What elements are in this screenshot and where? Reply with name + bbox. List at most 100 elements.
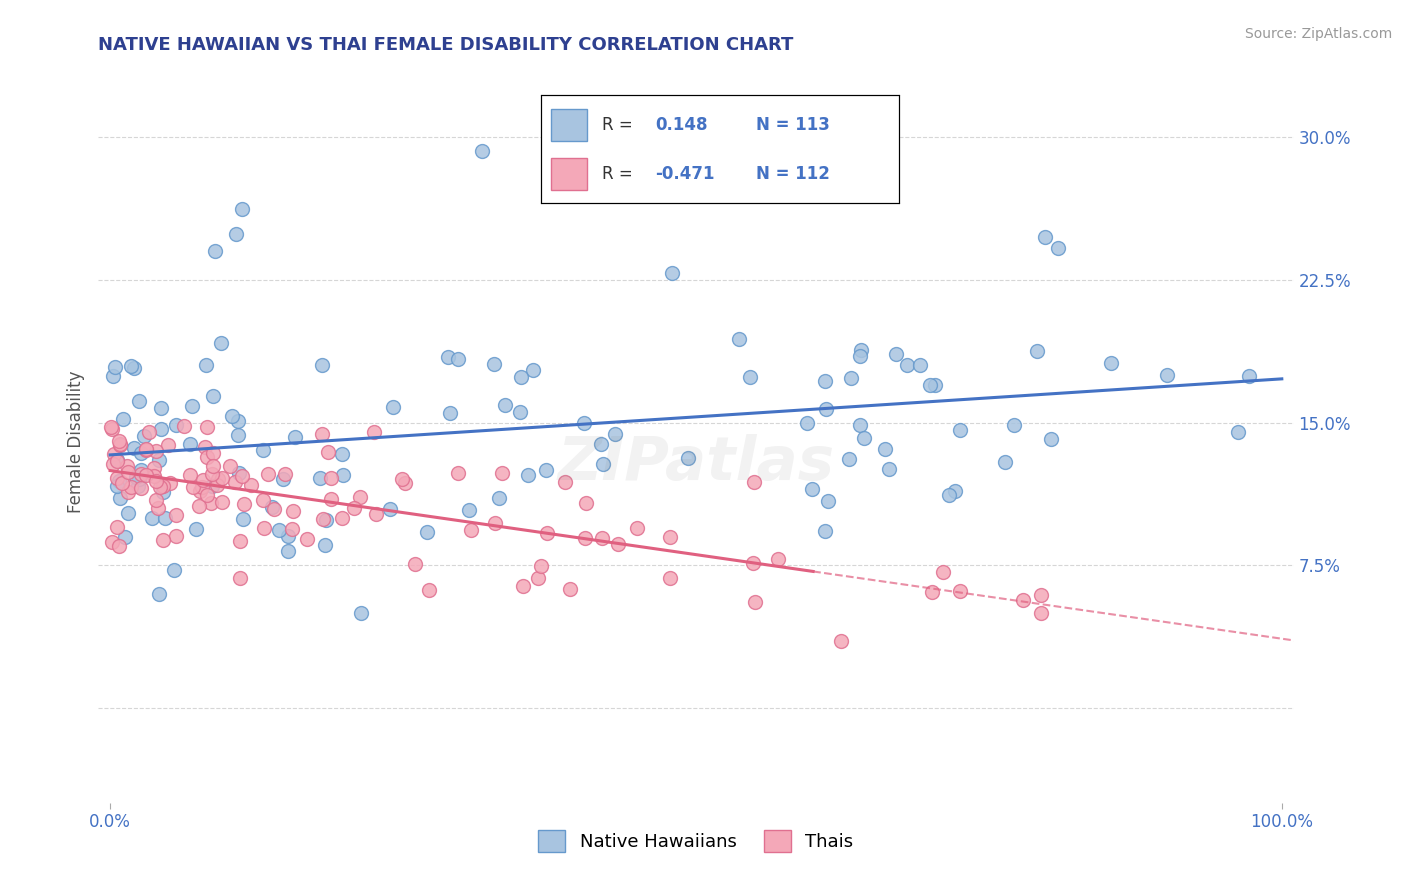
Point — [105, 519, 128, 533]
Point — [108, 491, 131, 506]
Point — [875, 442, 897, 456]
Point — [110, 437, 132, 451]
Point — [271, 472, 294, 486]
Point — [509, 405, 531, 419]
Point — [534, 463, 557, 477]
Point — [257, 467, 280, 481]
Point — [150, 422, 173, 436]
Point — [592, 457, 614, 471]
Point — [838, 452, 860, 467]
Point — [321, 491, 343, 506]
Point — [188, 484, 211, 499]
Point — [332, 446, 354, 460]
Point — [202, 389, 225, 403]
Point — [349, 491, 371, 505]
Point — [484, 516, 506, 531]
Point — [202, 446, 225, 460]
Point — [295, 533, 318, 547]
Point — [165, 418, 187, 433]
Point — [179, 436, 201, 450]
Point — [207, 472, 229, 486]
Point — [1099, 356, 1122, 370]
Point — [179, 467, 201, 482]
Point — [603, 427, 626, 442]
Point — [607, 537, 630, 551]
Point — [1227, 425, 1250, 440]
Point — [1031, 588, 1053, 602]
Point — [839, 371, 862, 385]
Point — [1237, 369, 1260, 384]
Point — [108, 434, 131, 449]
Point — [252, 492, 274, 507]
Point — [510, 370, 533, 384]
Point — [262, 500, 284, 514]
Point — [209, 336, 232, 351]
Point — [145, 492, 167, 507]
Point — [135, 468, 157, 483]
Point — [381, 400, 404, 414]
Point — [105, 453, 128, 467]
Point — [921, 585, 943, 599]
Point — [145, 474, 167, 488]
Point — [105, 454, 128, 468]
Point — [232, 512, 254, 526]
Point — [363, 425, 385, 439]
Point — [814, 374, 837, 388]
Point — [173, 418, 195, 433]
Point — [447, 351, 470, 366]
Point — [924, 377, 946, 392]
Point — [129, 481, 152, 495]
Point — [796, 416, 818, 430]
Point — [233, 497, 256, 511]
Point — [239, 478, 262, 492]
Point — [949, 423, 972, 437]
Point — [312, 511, 335, 525]
Point — [253, 521, 276, 535]
Point — [447, 467, 470, 481]
Point — [884, 347, 907, 361]
Point — [311, 359, 333, 373]
Point — [591, 531, 613, 545]
Point — [849, 417, 872, 432]
Point — [277, 529, 299, 543]
Point — [101, 534, 124, 549]
Point — [309, 471, 332, 485]
Point — [1025, 344, 1047, 359]
Point — [105, 471, 128, 485]
Point — [104, 359, 127, 374]
Point — [228, 467, 250, 481]
Point — [103, 447, 125, 461]
Point — [814, 524, 837, 538]
Point — [127, 479, 149, 493]
Point — [817, 494, 839, 508]
Point — [111, 476, 134, 491]
Point — [852, 431, 875, 445]
Point — [129, 463, 152, 477]
Point — [165, 508, 187, 523]
Point — [676, 450, 699, 465]
Point — [591, 437, 613, 451]
Point — [1002, 417, 1025, 432]
Point — [152, 533, 174, 548]
Point — [554, 475, 576, 489]
Point — [165, 529, 187, 543]
Point — [530, 559, 553, 574]
Point — [1033, 230, 1056, 244]
Y-axis label: Female Disability: Female Disability — [66, 370, 84, 513]
Point — [494, 398, 516, 412]
Point — [226, 414, 249, 428]
Point — [283, 504, 305, 518]
Point — [380, 502, 402, 516]
Point — [200, 496, 222, 510]
Point — [150, 401, 173, 415]
Point — [129, 467, 152, 481]
Point — [332, 467, 354, 482]
Point — [105, 479, 128, 493]
Point — [128, 394, 150, 409]
Point — [910, 358, 932, 372]
Point — [188, 500, 211, 514]
Point — [120, 359, 142, 374]
Point — [117, 465, 139, 479]
Point — [277, 543, 299, 558]
Point — [814, 402, 837, 417]
